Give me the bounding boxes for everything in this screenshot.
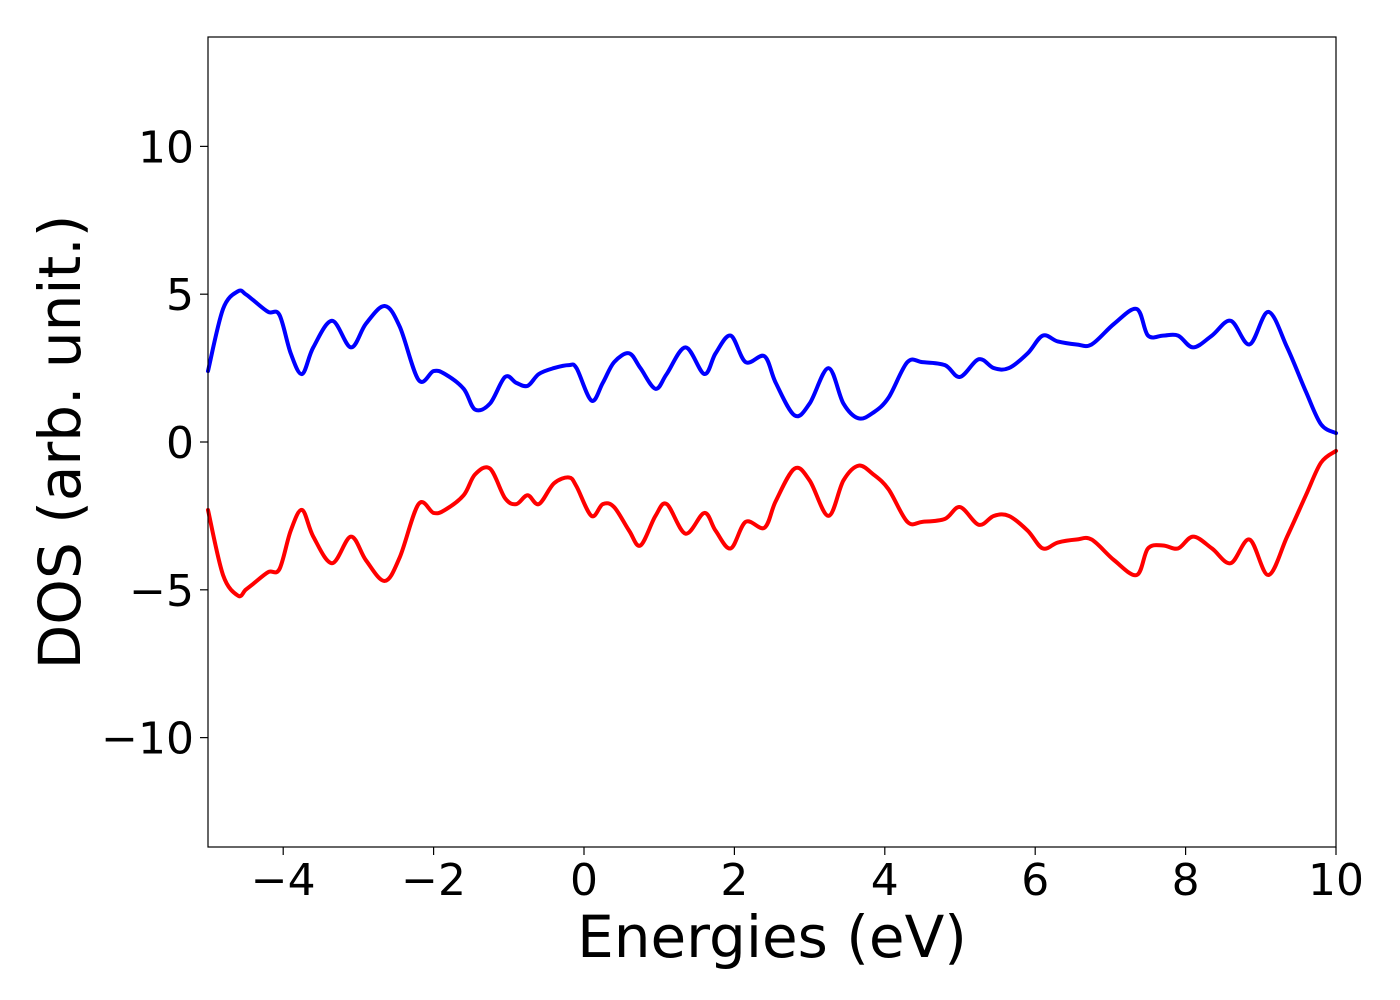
y-tick-label: 0 [166,418,194,469]
series-layer [206,288,1338,599]
x-tick-label: 8 [1172,855,1200,906]
series-line-2 [206,448,1338,599]
x-tick-label: 6 [1021,855,1049,906]
y-axis: −10 −5 0 5 10 [101,122,208,765]
series-line-1 [206,288,1338,436]
x-tick-label: −4 [251,855,316,906]
x-axis-title: Energies (eV) [577,903,967,971]
y-axis-title: DOS (arb. unit.) [26,215,94,670]
y-tick-label: 5 [166,270,194,321]
plot-background [208,37,1336,847]
y-tick-label: −5 [129,566,194,617]
x-axis: −4 −2 0 2 4 6 8 10 [251,847,1364,906]
x-tick-label: 0 [570,855,598,906]
x-tick-label: −2 [401,855,466,906]
x-tick-label: 4 [871,855,899,906]
x-tick-label: 10 [1308,855,1364,906]
y-tick-label: −10 [101,714,194,765]
x-tick-label: 2 [720,855,748,906]
y-tick-label: 10 [138,122,194,173]
